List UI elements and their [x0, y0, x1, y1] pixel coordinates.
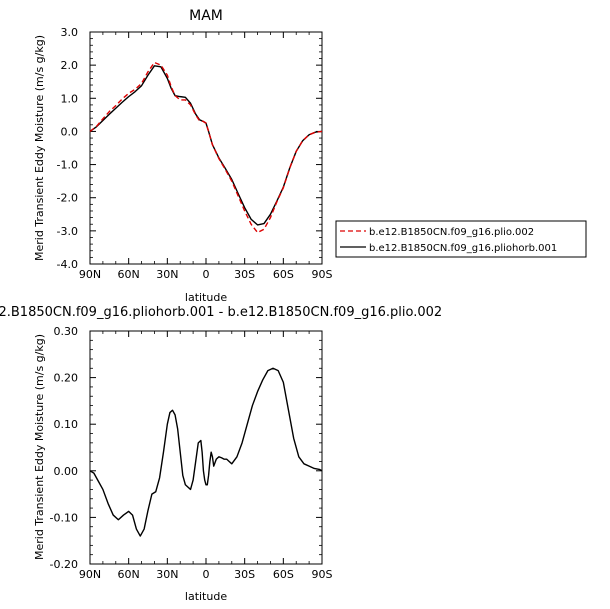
top-x-tick-label: 60S — [273, 268, 294, 281]
bottom-y-tick-label: 0.30 — [54, 325, 79, 338]
legend-box — [335, 220, 587, 258]
bottom-chart-title: b.e12.B1850CN.f09_g16.pliohorb.001 - b.e… — [0, 305, 442, 320]
top-x-tick-label: 60N — [118, 268, 140, 281]
bottom-x-ticks: 90N 60N 30N 0 30S 60S 90S — [79, 331, 333, 581]
bottom-y-tick-label: 0.00 — [54, 465, 79, 478]
bottom-y-ticks: 0.30 0.20 0.10 0.00 -0.10 -0.20 — [50, 325, 322, 571]
bottom-y-tick-label: 0.20 — [54, 372, 79, 385]
top-y-tick-label: -2.0 — [57, 192, 78, 205]
legend: b.e12.B1850CN.f09_g16.plio.002 b.e12.B18… — [335, 220, 587, 258]
bottom-y-tick-label: 0.10 — [54, 418, 79, 431]
top-series-line-1 — [89, 65, 323, 226]
top-y-tick-label: 0.0 — [61, 125, 79, 138]
top-y-tick-label: 1.0 — [61, 92, 79, 105]
top-y-tick-label: 3.0 — [61, 26, 79, 39]
top-y-tick-label: -4.0 — [57, 258, 78, 271]
bottom-y-axis-label: Merid Transient Eddy Moisture (m/s g/kg) — [33, 334, 46, 560]
bottom-x-axis-label: latitude — [185, 590, 227, 603]
top-x-tick-label: 30N — [156, 268, 178, 281]
top-y-tick-label: 2.0 — [61, 59, 79, 72]
top-x-ticks: 90N 60N 30N 0 30S 60S 90S — [79, 32, 333, 281]
bottom-panel: b.e12.B1850CN.f09_g16.pliohorb.001 - b.e… — [0, 305, 442, 603]
legend-label-pliohorb: b.e12.B1850CN.f09_g16.pliohorb.001 — [369, 243, 557, 254]
bottom-x-tick-label: 60S — [273, 568, 294, 581]
bottom-y-tick-label: -0.10 — [50, 511, 78, 524]
top-chart-title: MAM — [189, 8, 223, 24]
bottom-x-tick-label: 90N — [79, 568, 101, 581]
bottom-series-line-0 — [89, 367, 323, 537]
top-y-ticks: 3.0 2.0 1.0 0.0 -1.0 -2.0 -3.0 -4.0 — [57, 26, 322, 271]
top-panel: MAM 90N 60N 30N 0 30S 60S 90S 3.0 2.0 1.0 0.0 -1.0… — [33, 8, 333, 304]
top-y-tick-label: -3.0 — [57, 225, 78, 238]
top-x-axis-label: latitude — [185, 291, 227, 304]
bottom-y-tick-label: -0.20 — [50, 558, 78, 571]
bottom-x-tick-label: 60N — [118, 568, 140, 581]
top-series-line-0 — [89, 61, 323, 234]
bottom-series-lines — [89, 367, 323, 537]
top-x-tick-label: 30S — [234, 268, 255, 281]
top-x-tick-label: 0 — [203, 268, 210, 281]
top-x-tick-label: 90S — [312, 268, 333, 281]
top-y-tick-label: -1.0 — [57, 159, 78, 172]
bottom-x-tick-label: 30S — [234, 568, 255, 581]
top-y-axis-label: Merid Transient Eddy Moisture (m/s g/kg) — [33, 35, 46, 261]
bottom-plot-frame — [89, 330, 323, 565]
top-x-tick-label: 90N — [79, 268, 101, 281]
bottom-x-tick-label: 30N — [156, 568, 178, 581]
bottom-x-tick-label: 0 — [203, 568, 210, 581]
bottom-x-tick-label: 90S — [312, 568, 333, 581]
top-plot-frame — [89, 31, 323, 265]
legend-label-plio: b.e12.B1850CN.f09_g16.plio.002 — [369, 227, 534, 238]
top-series-lines — [89, 61, 323, 234]
